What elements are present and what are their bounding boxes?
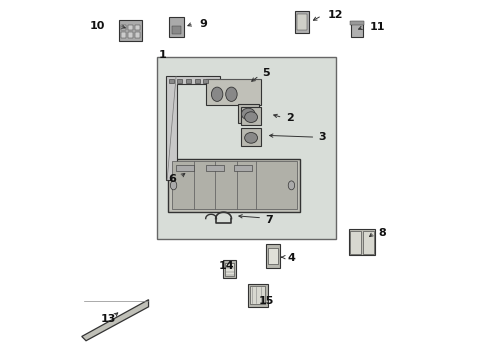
Bar [122,32,126,38]
Text: 5: 5 [262,68,270,78]
Bar [128,24,133,30]
Polygon shape [82,300,148,341]
Bar [119,20,143,41]
Bar [186,78,191,83]
Text: 12: 12 [328,10,343,20]
Text: 8: 8 [378,228,386,238]
Bar [172,26,181,33]
Text: 1: 1 [159,50,167,60]
Bar [172,161,297,209]
Bar [242,108,261,125]
Bar [177,78,182,83]
Bar [268,248,278,264]
Bar [206,165,223,171]
Bar [242,128,261,146]
Bar [128,32,133,38]
Bar [225,263,234,276]
Bar [295,12,309,33]
Bar [297,14,307,30]
Text: 2: 2 [286,113,294,123]
Bar [157,57,336,239]
Text: 9: 9 [199,18,207,28]
Ellipse shape [288,181,294,190]
Bar [363,231,373,253]
Bar [195,78,199,83]
Bar [135,24,140,30]
Bar [169,78,174,83]
Bar [350,21,364,24]
Bar [266,244,280,267]
Ellipse shape [242,108,255,120]
Bar [169,18,184,37]
Ellipse shape [171,181,177,190]
Text: 6: 6 [169,174,176,184]
Text: 4: 4 [287,253,295,263]
Bar [348,229,375,255]
Bar [206,79,261,105]
Bar [223,260,237,278]
Bar [234,165,252,171]
Text: 15: 15 [259,296,274,306]
Text: 13: 13 [101,314,116,324]
Bar [168,158,300,212]
Bar [248,284,268,307]
Bar [351,21,363,37]
Bar [203,78,208,83]
Text: 7: 7 [266,215,273,225]
Ellipse shape [245,112,258,122]
Polygon shape [166,76,220,180]
Ellipse shape [226,87,237,102]
Bar [250,287,266,304]
Text: 10: 10 [90,21,105,31]
Ellipse shape [211,87,223,102]
Bar [176,165,194,171]
Ellipse shape [245,132,258,143]
Bar [350,231,361,253]
Bar [238,104,259,123]
Bar [122,24,126,30]
Text: 11: 11 [369,22,385,32]
Bar [135,32,140,38]
Text: 14: 14 [219,261,234,271]
Text: 3: 3 [318,132,325,143]
